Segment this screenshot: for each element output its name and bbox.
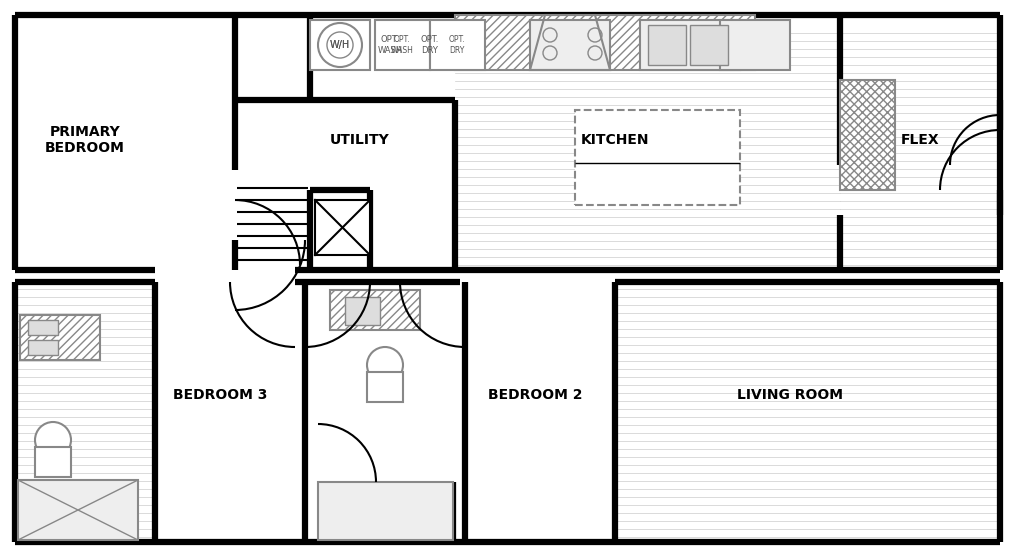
Bar bbox=[310, 20, 370, 70]
Bar bbox=[640, 20, 740, 70]
Text: OPT.
DRY: OPT. DRY bbox=[421, 35, 439, 55]
Text: BEDROOM 3: BEDROOM 3 bbox=[173, 388, 267, 402]
Text: FLEX: FLEX bbox=[900, 133, 939, 147]
Bar bbox=[648, 25, 686, 65]
Circle shape bbox=[35, 422, 71, 458]
Bar bbox=[318, 482, 453, 540]
Text: UTILITY: UTILITY bbox=[330, 133, 390, 147]
Bar bbox=[690, 25, 728, 65]
Circle shape bbox=[367, 347, 403, 383]
Text: D/W: D/W bbox=[741, 45, 759, 54]
Bar bbox=[20, 315, 100, 360]
Bar bbox=[18, 480, 138, 540]
Text: BEDROOM 2: BEDROOM 2 bbox=[488, 388, 583, 402]
Text: W/H: W/H bbox=[330, 40, 350, 50]
Bar bbox=[455, 15, 755, 70]
Text: KITCHEN: KITCHEN bbox=[581, 133, 650, 147]
Bar bbox=[345, 297, 380, 325]
Bar bbox=[576, 110, 740, 205]
Text: OPT.
WASH: OPT. WASH bbox=[391, 35, 413, 55]
Bar bbox=[315, 200, 370, 255]
Bar bbox=[330, 290, 420, 330]
Bar bbox=[35, 447, 71, 477]
Bar bbox=[367, 372, 403, 402]
Bar bbox=[720, 20, 790, 70]
Bar bbox=[28, 340, 58, 355]
Bar bbox=[530, 20, 610, 70]
Bar bbox=[28, 320, 58, 335]
Bar bbox=[840, 80, 895, 190]
Text: OPT.
DRY: OPT. DRY bbox=[449, 35, 465, 55]
Text: PRIMARY
BEDROOM: PRIMARY BEDROOM bbox=[45, 125, 125, 155]
Text: W/H: W/H bbox=[330, 40, 350, 50]
Bar bbox=[430, 20, 485, 70]
Text: OPT.
WASH: OPT. WASH bbox=[378, 35, 403, 55]
Bar bbox=[375, 20, 430, 70]
Text: LIVING ROOM: LIVING ROOM bbox=[737, 388, 843, 402]
